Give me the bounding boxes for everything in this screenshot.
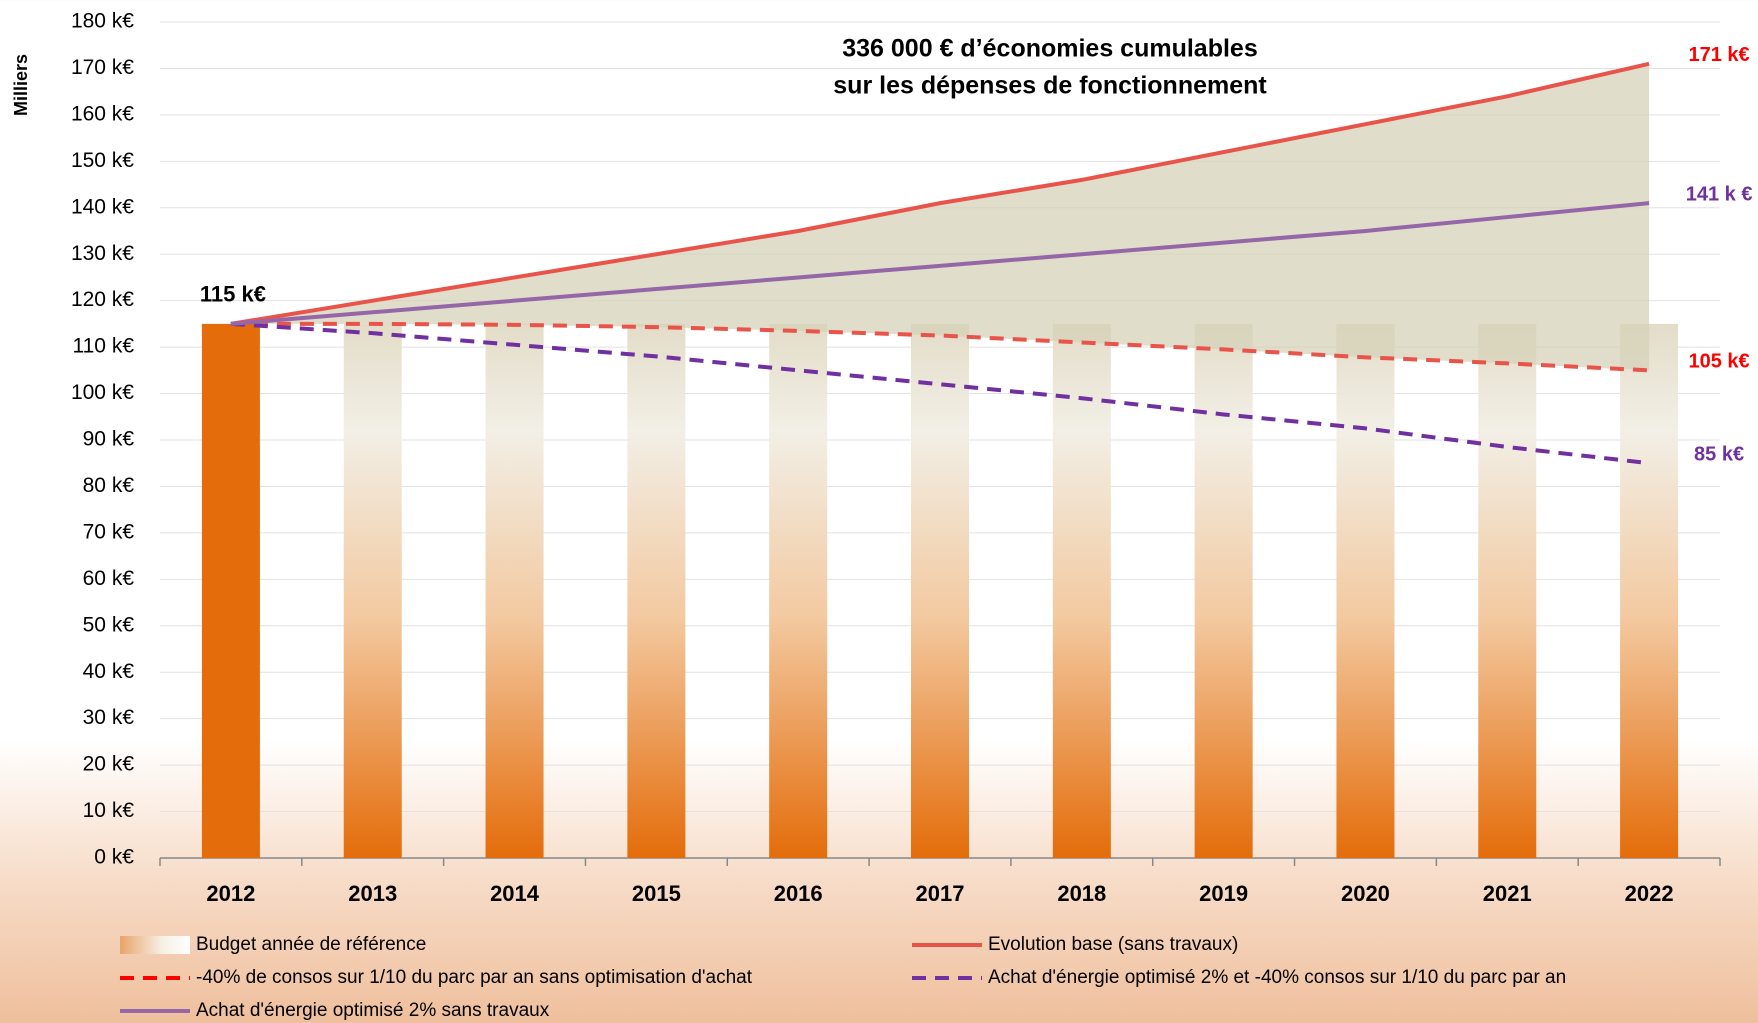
legend-label: Budget année de référence (196, 934, 426, 955)
bar (485, 323, 544, 858)
bar (343, 323, 402, 858)
y-tick-label: 70 k€ (83, 520, 135, 543)
x-tick-label: 2019 (1199, 881, 1248, 906)
y-tick-label: 10 k€ (83, 799, 135, 822)
value-label: 171 k€ (1689, 44, 1750, 66)
line-series (230, 61, 1650, 326)
value-label: 141 k € (1686, 183, 1753, 205)
x-tick-label: 2022 (1625, 881, 1674, 906)
bar (1194, 323, 1253, 858)
x-tick-label: 2021 (1483, 881, 1532, 906)
legend-label: -40% de consos sur 1/10 du parc par an s… (196, 967, 753, 988)
bar (627, 323, 686, 858)
x-tick-label: 2015 (632, 881, 681, 906)
y-tick-label: 40 k€ (83, 660, 135, 683)
x-tick-label: 2018 (1057, 881, 1106, 906)
y-axis-label: Milliers (11, 54, 31, 116)
y-tick-label: 0 k€ (94, 846, 134, 869)
bar (769, 323, 828, 858)
bar (911, 323, 969, 858)
y-tick-label: 150 k€ (71, 149, 134, 172)
line-series (230, 201, 1650, 326)
y-tick-label: 180 k€ (71, 10, 134, 33)
legend-label: Achat d'énergie optimisé 2% sans travaux (196, 1000, 550, 1021)
annotation: sur les dépenses de fonctionnement (833, 72, 1267, 100)
legend-label: Achat d'énergie optimisé 2% et -40% cons… (988, 967, 1566, 988)
x-tick-label: 2012 (206, 881, 255, 906)
x-tick-label: 2017 (916, 881, 965, 906)
y-tick-label: 170 k€ (71, 56, 134, 79)
legend-label: Evolution base (sans travaux) (988, 934, 1238, 955)
y-tick-label: 50 k€ (83, 613, 135, 636)
value-label: 115 k€ (200, 282, 266, 307)
bar (1336, 323, 1395, 858)
line-series (230, 321, 1650, 373)
y-tick-label: 130 k€ (71, 242, 134, 265)
y-tick-label: 30 k€ (83, 706, 135, 729)
y-tick-label: 90 k€ (83, 428, 135, 451)
x-tick-label: 2014 (490, 881, 540, 906)
y-tick-label: 120 k€ (71, 288, 134, 311)
annotation: 336 000 € d’économies cumulables (842, 35, 1257, 63)
x-tick-label: 2020 (1341, 881, 1390, 906)
value-label: 105 k€ (1689, 351, 1750, 373)
y-tick-label: 60 k€ (83, 567, 135, 590)
y-tick-label: 140 k€ (71, 195, 134, 218)
line-series (230, 321, 1650, 466)
x-tick-label: 2013 (348, 881, 397, 906)
y-tick-label: 20 k€ (83, 753, 135, 776)
y-tick-label: 110 k€ (73, 335, 135, 358)
y-tick-label: 160 k€ (71, 102, 134, 125)
y-tick-label: 80 k€ (83, 474, 135, 497)
bar (1620, 323, 1679, 858)
y-tick-label: 100 k€ (71, 381, 134, 404)
bar (1052, 323, 1111, 858)
bar (1478, 323, 1537, 858)
value-label: 85 k€ (1694, 444, 1744, 466)
legend-swatch (120, 936, 190, 954)
x-tick-label: 2016 (774, 881, 823, 906)
bar (201, 323, 260, 858)
